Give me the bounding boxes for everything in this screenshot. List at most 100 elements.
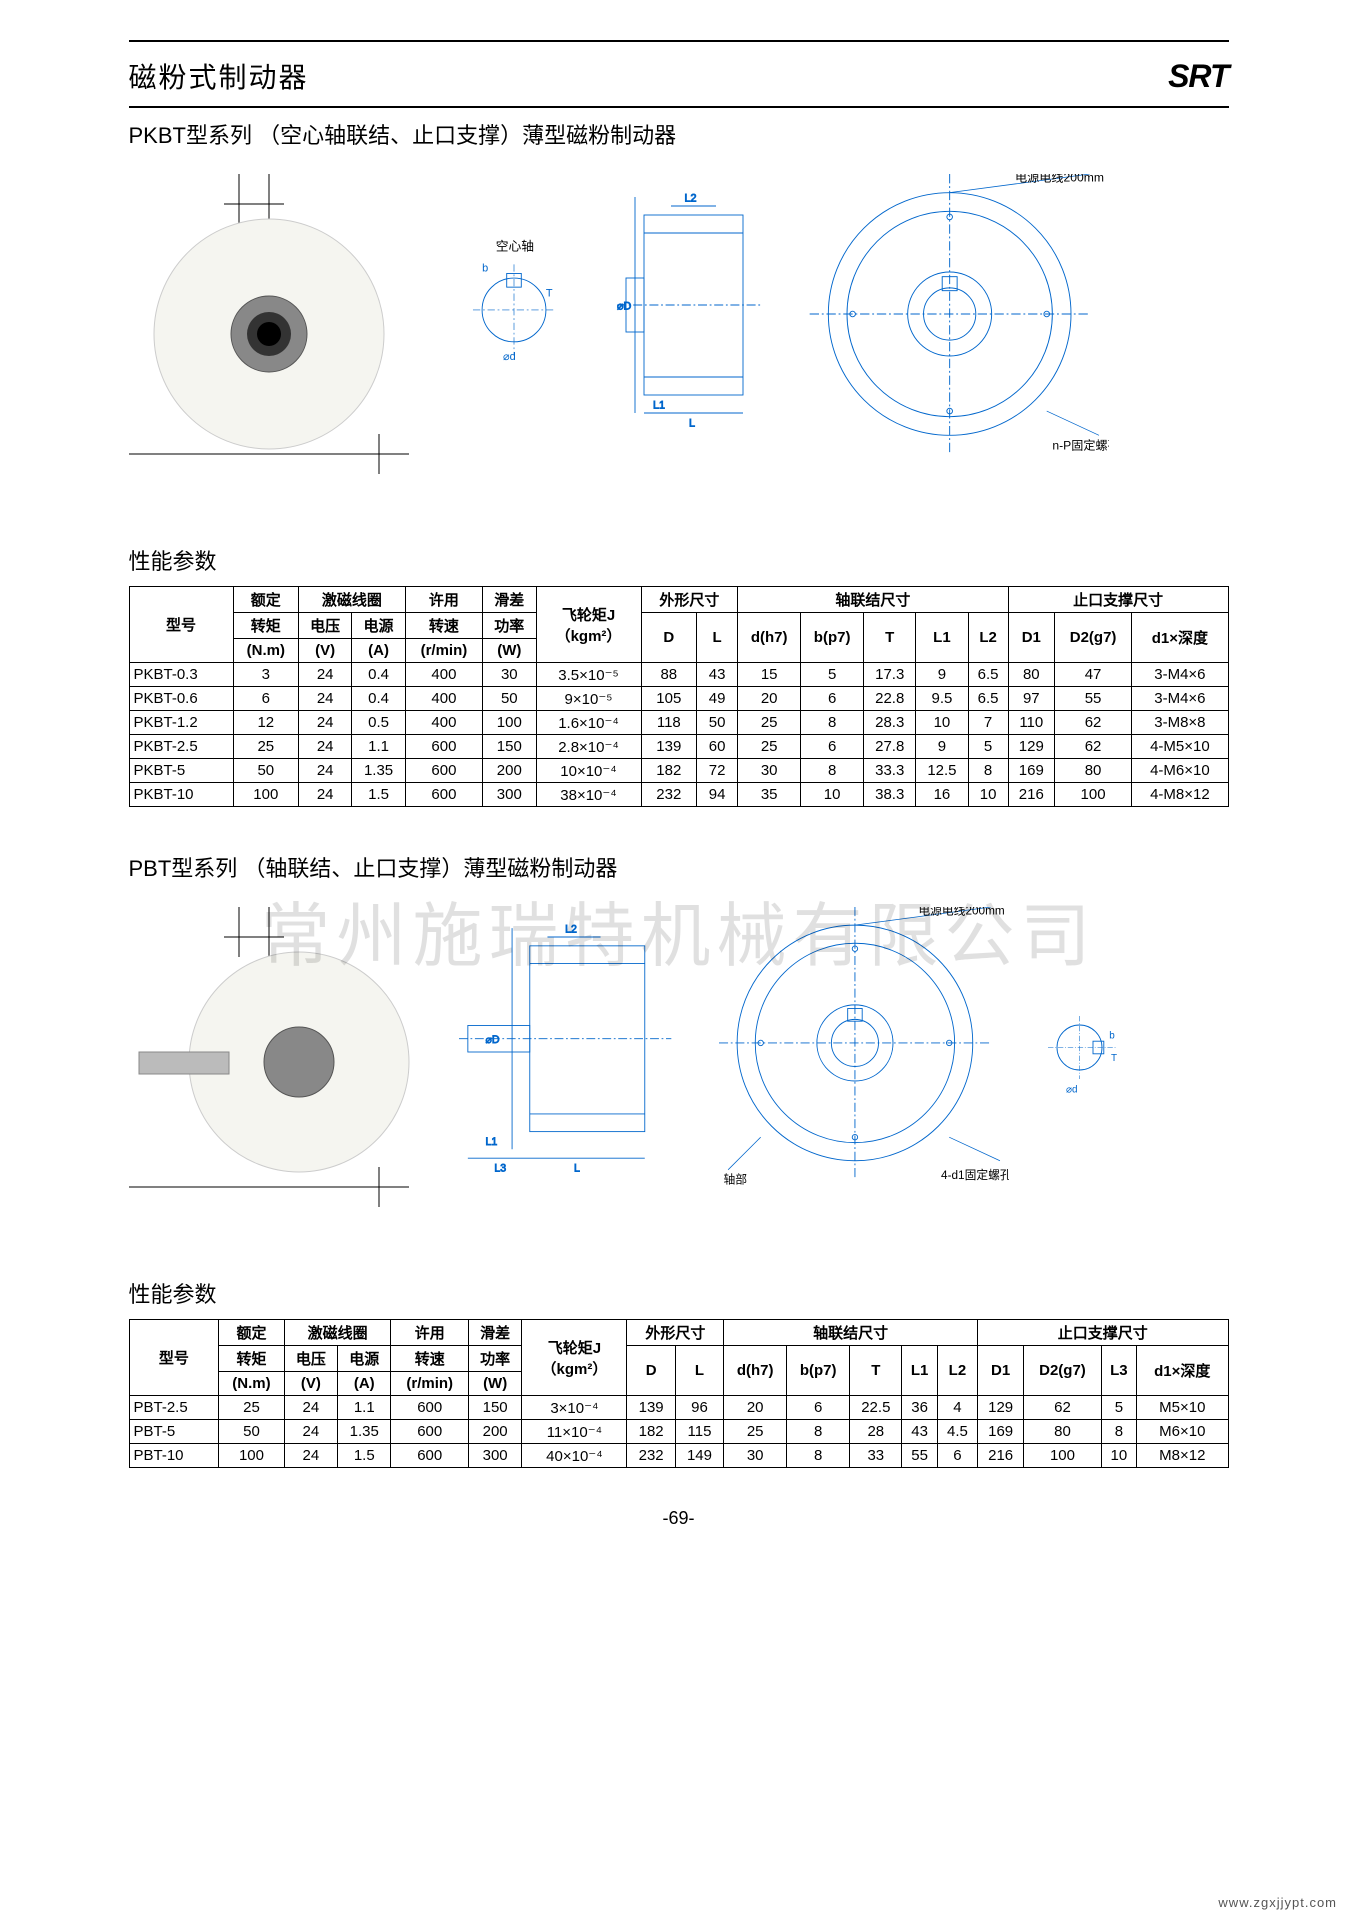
cell: 129: [978, 1396, 1024, 1420]
svg-text:L1: L1: [485, 1136, 497, 1148]
cell: 150: [468, 1396, 521, 1420]
table-row: PKBT-550241.3560020010×10⁻⁴1827230833.31…: [129, 759, 1228, 783]
cell: 55: [902, 1444, 937, 1468]
front-diagram-1: 电源电线200mm n-P固定螺孔: [809, 174, 1109, 454]
cell: 4.5: [937, 1420, 977, 1444]
cell: 28: [850, 1420, 902, 1444]
cell: 24: [298, 687, 351, 711]
svg-text:L: L: [689, 418, 695, 430]
cell: 1.35: [352, 759, 405, 783]
cell: 24: [298, 735, 351, 759]
cell: 4: [937, 1396, 977, 1420]
cell: PKBT-2.5: [129, 735, 233, 759]
cell: 96: [675, 1396, 723, 1420]
svg-text:4-d1固定螺孔: 4-d1固定螺孔: [941, 1168, 1009, 1182]
table-row: PKBT-0.33240.4400303.5×10⁻⁵884315517.396…: [129, 663, 1228, 687]
cell: 62: [1054, 711, 1131, 735]
cell: 27.8: [864, 735, 916, 759]
cell: 22.8: [864, 687, 916, 711]
cell: 6: [233, 687, 298, 711]
cell: 7: [968, 711, 1008, 735]
cell: 400: [405, 687, 482, 711]
svg-text:L2: L2: [565, 924, 577, 936]
cell: 1.6×10⁻⁴: [536, 711, 641, 735]
cell: 4-M5×10: [1132, 735, 1228, 759]
cell: 88: [641, 663, 697, 687]
cell: 1.5: [338, 1444, 391, 1468]
shaft-key-detail-2: ⌀d T b: [1039, 1007, 1129, 1097]
cell: 72: [697, 759, 738, 783]
cell: 100: [233, 783, 298, 807]
cell: 24: [298, 663, 351, 687]
col-model: 型号: [129, 1320, 219, 1396]
cell: 6.5: [968, 687, 1008, 711]
header-underline: [129, 106, 1229, 108]
cell: 6.5: [968, 663, 1008, 687]
section2-subtitle: PBT型系列 （轴联结、止口支撑）薄型磁粉制动器: [129, 847, 1229, 887]
cell: 38.3: [864, 783, 916, 807]
cell: 25: [233, 735, 298, 759]
cell: 10: [916, 711, 968, 735]
section-diagram-2: ⌀D L L3 L2 L1: [459, 907, 689, 1197]
section1-figures: 空心轴 b T ⌀d ⌀D: [129, 174, 1229, 514]
cell: 232: [641, 783, 697, 807]
cell: 3-M4×6: [1132, 663, 1228, 687]
cell: 33: [850, 1444, 902, 1468]
cell: 8: [801, 711, 864, 735]
cell: M5×10: [1137, 1396, 1228, 1420]
cell: 11×10⁻⁴: [522, 1420, 627, 1444]
cell: PKBT-5: [129, 759, 233, 783]
cell: 2.8×10⁻⁴: [536, 735, 641, 759]
cell: 150: [483, 735, 536, 759]
col-torque-group: 额定: [233, 587, 298, 613]
cell: 4-M6×10: [1132, 759, 1228, 783]
cell: 20: [724, 1396, 787, 1420]
cell: 24: [298, 759, 351, 783]
cell: 10×10⁻⁴: [536, 759, 641, 783]
cell: 8: [801, 759, 864, 783]
cell: PKBT-1.2: [129, 711, 233, 735]
cell: 20: [738, 687, 801, 711]
section-diagram-1: ⌀D L L2 L1: [599, 174, 779, 454]
cell: 8: [787, 1444, 850, 1468]
svg-text:⌀D: ⌀D: [485, 1034, 499, 1046]
cell: 300: [468, 1444, 521, 1468]
cell: 115: [675, 1420, 723, 1444]
table-row: PBT-10100241.560030040×10⁻⁴2321493083355…: [129, 1444, 1228, 1468]
cell: 24: [284, 1420, 337, 1444]
cell: 94: [697, 783, 738, 807]
col-speed-group: 许用: [405, 587, 482, 613]
cell: 200: [468, 1420, 521, 1444]
cell: 80: [1024, 1420, 1101, 1444]
section2-diagrams: ⌀D L L3 L2 L1: [459, 907, 1229, 1197]
cell: 40×10⁻⁴: [522, 1444, 627, 1468]
cell: 0.5: [352, 711, 405, 735]
cell: PKBT-0.3: [129, 663, 233, 687]
cell: 5: [968, 735, 1008, 759]
cell: 600: [405, 759, 482, 783]
section2-figures: ⌀D L L3 L2 L1: [129, 907, 1229, 1247]
cell: 9: [916, 663, 968, 687]
cell: 100: [1054, 783, 1131, 807]
cell: 600: [391, 1396, 468, 1420]
page-container: 磁粉式制动器 SRT PKBT型系列 （空心轴联结、止口支撑）薄型磁粉制动器 空…: [129, 40, 1229, 1529]
cell: 169: [978, 1420, 1024, 1444]
cell: 24: [284, 1444, 337, 1468]
section1-perf-title: 性能参数: [129, 544, 1229, 576]
svg-text:L1: L1: [653, 400, 665, 412]
cell: 0.4: [352, 663, 405, 687]
col-shaft: 轴联结尺寸: [738, 587, 1009, 613]
svg-text:轴部: 轴部: [723, 1172, 747, 1186]
cell: 25: [724, 1420, 787, 1444]
cell: 43: [902, 1420, 937, 1444]
cell: 9: [916, 735, 968, 759]
cell: 25: [219, 1396, 284, 1420]
cell: 62: [1024, 1396, 1101, 1420]
cell: 60: [697, 735, 738, 759]
section2-perf-title: 性能参数: [129, 1277, 1229, 1309]
cell: 300: [483, 783, 536, 807]
cell: 400: [405, 711, 482, 735]
cell: 6: [787, 1396, 850, 1420]
cell: 1.1: [352, 735, 405, 759]
cell: 100: [219, 1444, 284, 1468]
